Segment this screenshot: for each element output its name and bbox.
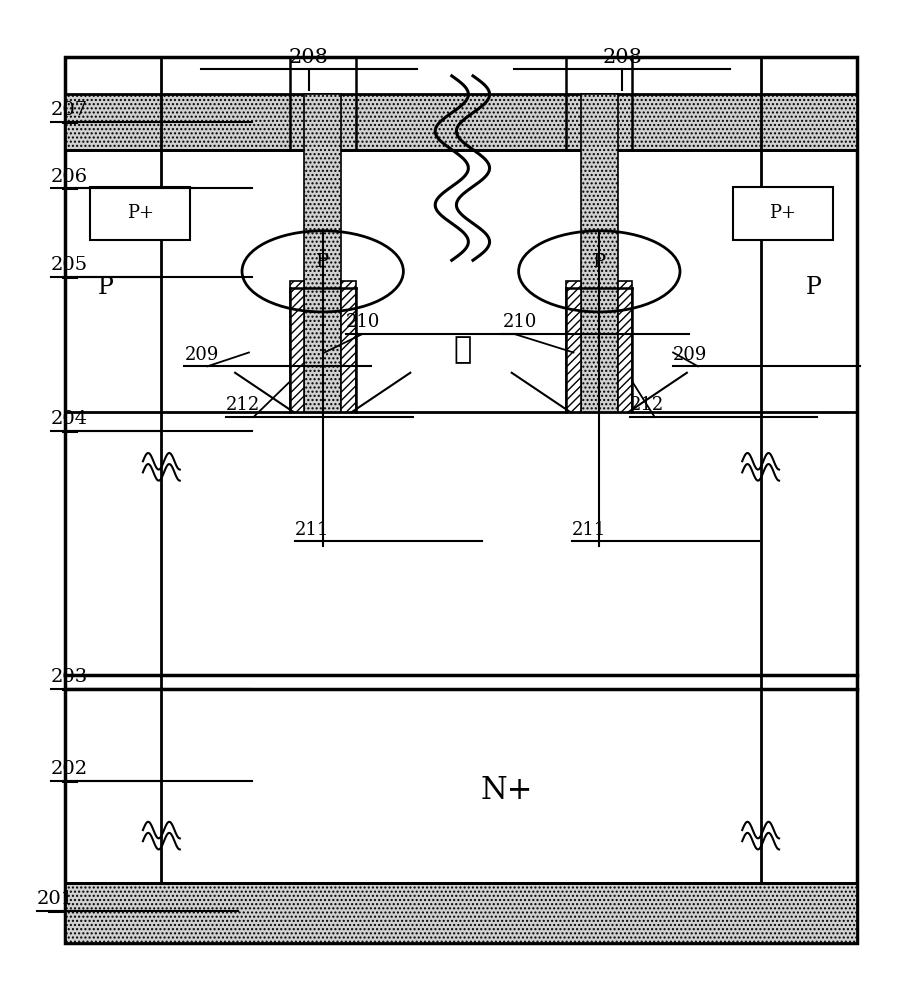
- Text: P: P: [806, 276, 822, 299]
- Text: 209: 209: [184, 346, 219, 364]
- Text: 202: 202: [51, 760, 88, 778]
- Text: P: P: [98, 276, 114, 299]
- Text: 204: 204: [51, 410, 88, 428]
- Text: 210: 210: [502, 313, 537, 331]
- Text: P+: P+: [126, 204, 154, 222]
- Text: N+: N+: [481, 775, 533, 806]
- Text: 208: 208: [602, 48, 643, 67]
- Text: 207: 207: [51, 101, 88, 119]
- Text: P+: P+: [769, 204, 797, 222]
- Bar: [618, 281, 632, 412]
- Text: P: P: [593, 253, 606, 271]
- Text: 212: 212: [226, 396, 260, 414]
- Text: 203: 203: [51, 668, 88, 686]
- Text: 208: 208: [289, 48, 329, 67]
- Bar: [290, 281, 304, 412]
- Text: 211: 211: [572, 521, 606, 539]
- Bar: [581, 94, 618, 412]
- Bar: [90, 187, 190, 240]
- Text: 212: 212: [630, 396, 664, 414]
- Text: 206: 206: [51, 168, 88, 186]
- Bar: [566, 281, 581, 412]
- Bar: [341, 281, 356, 412]
- Bar: [304, 94, 341, 412]
- Bar: [733, 187, 833, 240]
- Bar: [65, 57, 857, 943]
- Text: 210: 210: [346, 313, 380, 331]
- Bar: [65, 883, 857, 943]
- Text: 201: 201: [37, 890, 74, 908]
- Text: 205: 205: [51, 256, 88, 274]
- Text: 209: 209: [673, 346, 707, 364]
- Text: ⋯: ⋯: [454, 334, 472, 365]
- Bar: [65, 94, 857, 150]
- Text: P: P: [316, 253, 329, 271]
- Text: 211: 211: [295, 521, 329, 539]
